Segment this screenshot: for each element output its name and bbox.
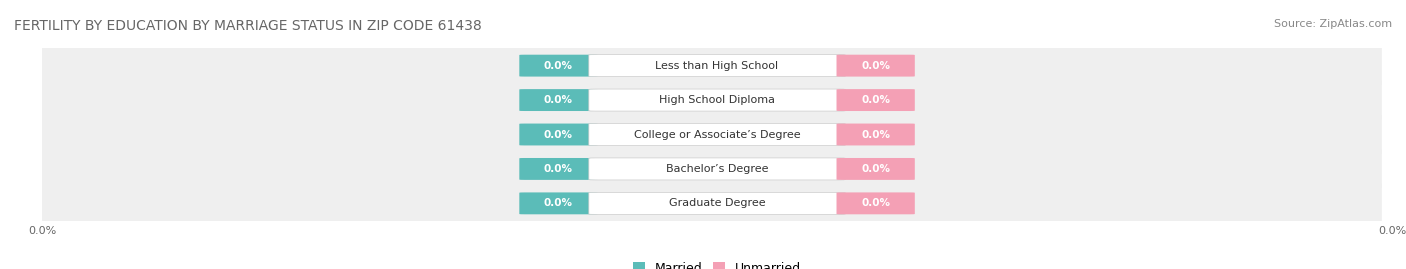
Text: FERTILITY BY EDUCATION BY MARRIAGE STATUS IN ZIP CODE 61438: FERTILITY BY EDUCATION BY MARRIAGE STATU… — [14, 19, 482, 33]
Text: Source: ZipAtlas.com: Source: ZipAtlas.com — [1274, 19, 1392, 29]
FancyBboxPatch shape — [519, 123, 598, 146]
FancyBboxPatch shape — [39, 80, 1382, 120]
FancyBboxPatch shape — [519, 89, 598, 111]
Text: Graduate Degree: Graduate Degree — [669, 198, 765, 208]
FancyBboxPatch shape — [589, 158, 845, 180]
Text: 0.0%: 0.0% — [544, 61, 574, 71]
FancyBboxPatch shape — [837, 158, 915, 180]
FancyBboxPatch shape — [39, 46, 1382, 85]
FancyBboxPatch shape — [589, 123, 845, 146]
FancyBboxPatch shape — [837, 192, 915, 214]
Text: 0.0%: 0.0% — [544, 95, 574, 105]
FancyBboxPatch shape — [519, 158, 598, 180]
Text: 0.0%: 0.0% — [860, 164, 890, 174]
FancyBboxPatch shape — [589, 89, 845, 111]
FancyBboxPatch shape — [589, 55, 845, 77]
FancyBboxPatch shape — [589, 192, 845, 214]
FancyBboxPatch shape — [39, 149, 1382, 189]
Text: 0.0%: 0.0% — [544, 129, 574, 140]
Text: College or Associate’s Degree: College or Associate’s Degree — [634, 129, 800, 140]
Text: High School Diploma: High School Diploma — [659, 95, 775, 105]
Text: 0.0%: 0.0% — [544, 198, 574, 208]
FancyBboxPatch shape — [837, 89, 915, 111]
Text: 0.0%: 0.0% — [860, 198, 890, 208]
Text: 0.0%: 0.0% — [860, 129, 890, 140]
FancyBboxPatch shape — [39, 184, 1382, 223]
FancyBboxPatch shape — [837, 123, 915, 146]
Text: Bachelor’s Degree: Bachelor’s Degree — [666, 164, 768, 174]
FancyBboxPatch shape — [837, 55, 915, 77]
Text: 0.0%: 0.0% — [860, 95, 890, 105]
Text: Less than High School: Less than High School — [655, 61, 779, 71]
Text: 0.0%: 0.0% — [544, 164, 574, 174]
Text: 0.0%: 0.0% — [860, 61, 890, 71]
FancyBboxPatch shape — [519, 55, 598, 77]
Legend: Married, Unmarried: Married, Unmarried — [627, 257, 807, 269]
FancyBboxPatch shape — [39, 115, 1382, 154]
FancyBboxPatch shape — [519, 192, 598, 214]
